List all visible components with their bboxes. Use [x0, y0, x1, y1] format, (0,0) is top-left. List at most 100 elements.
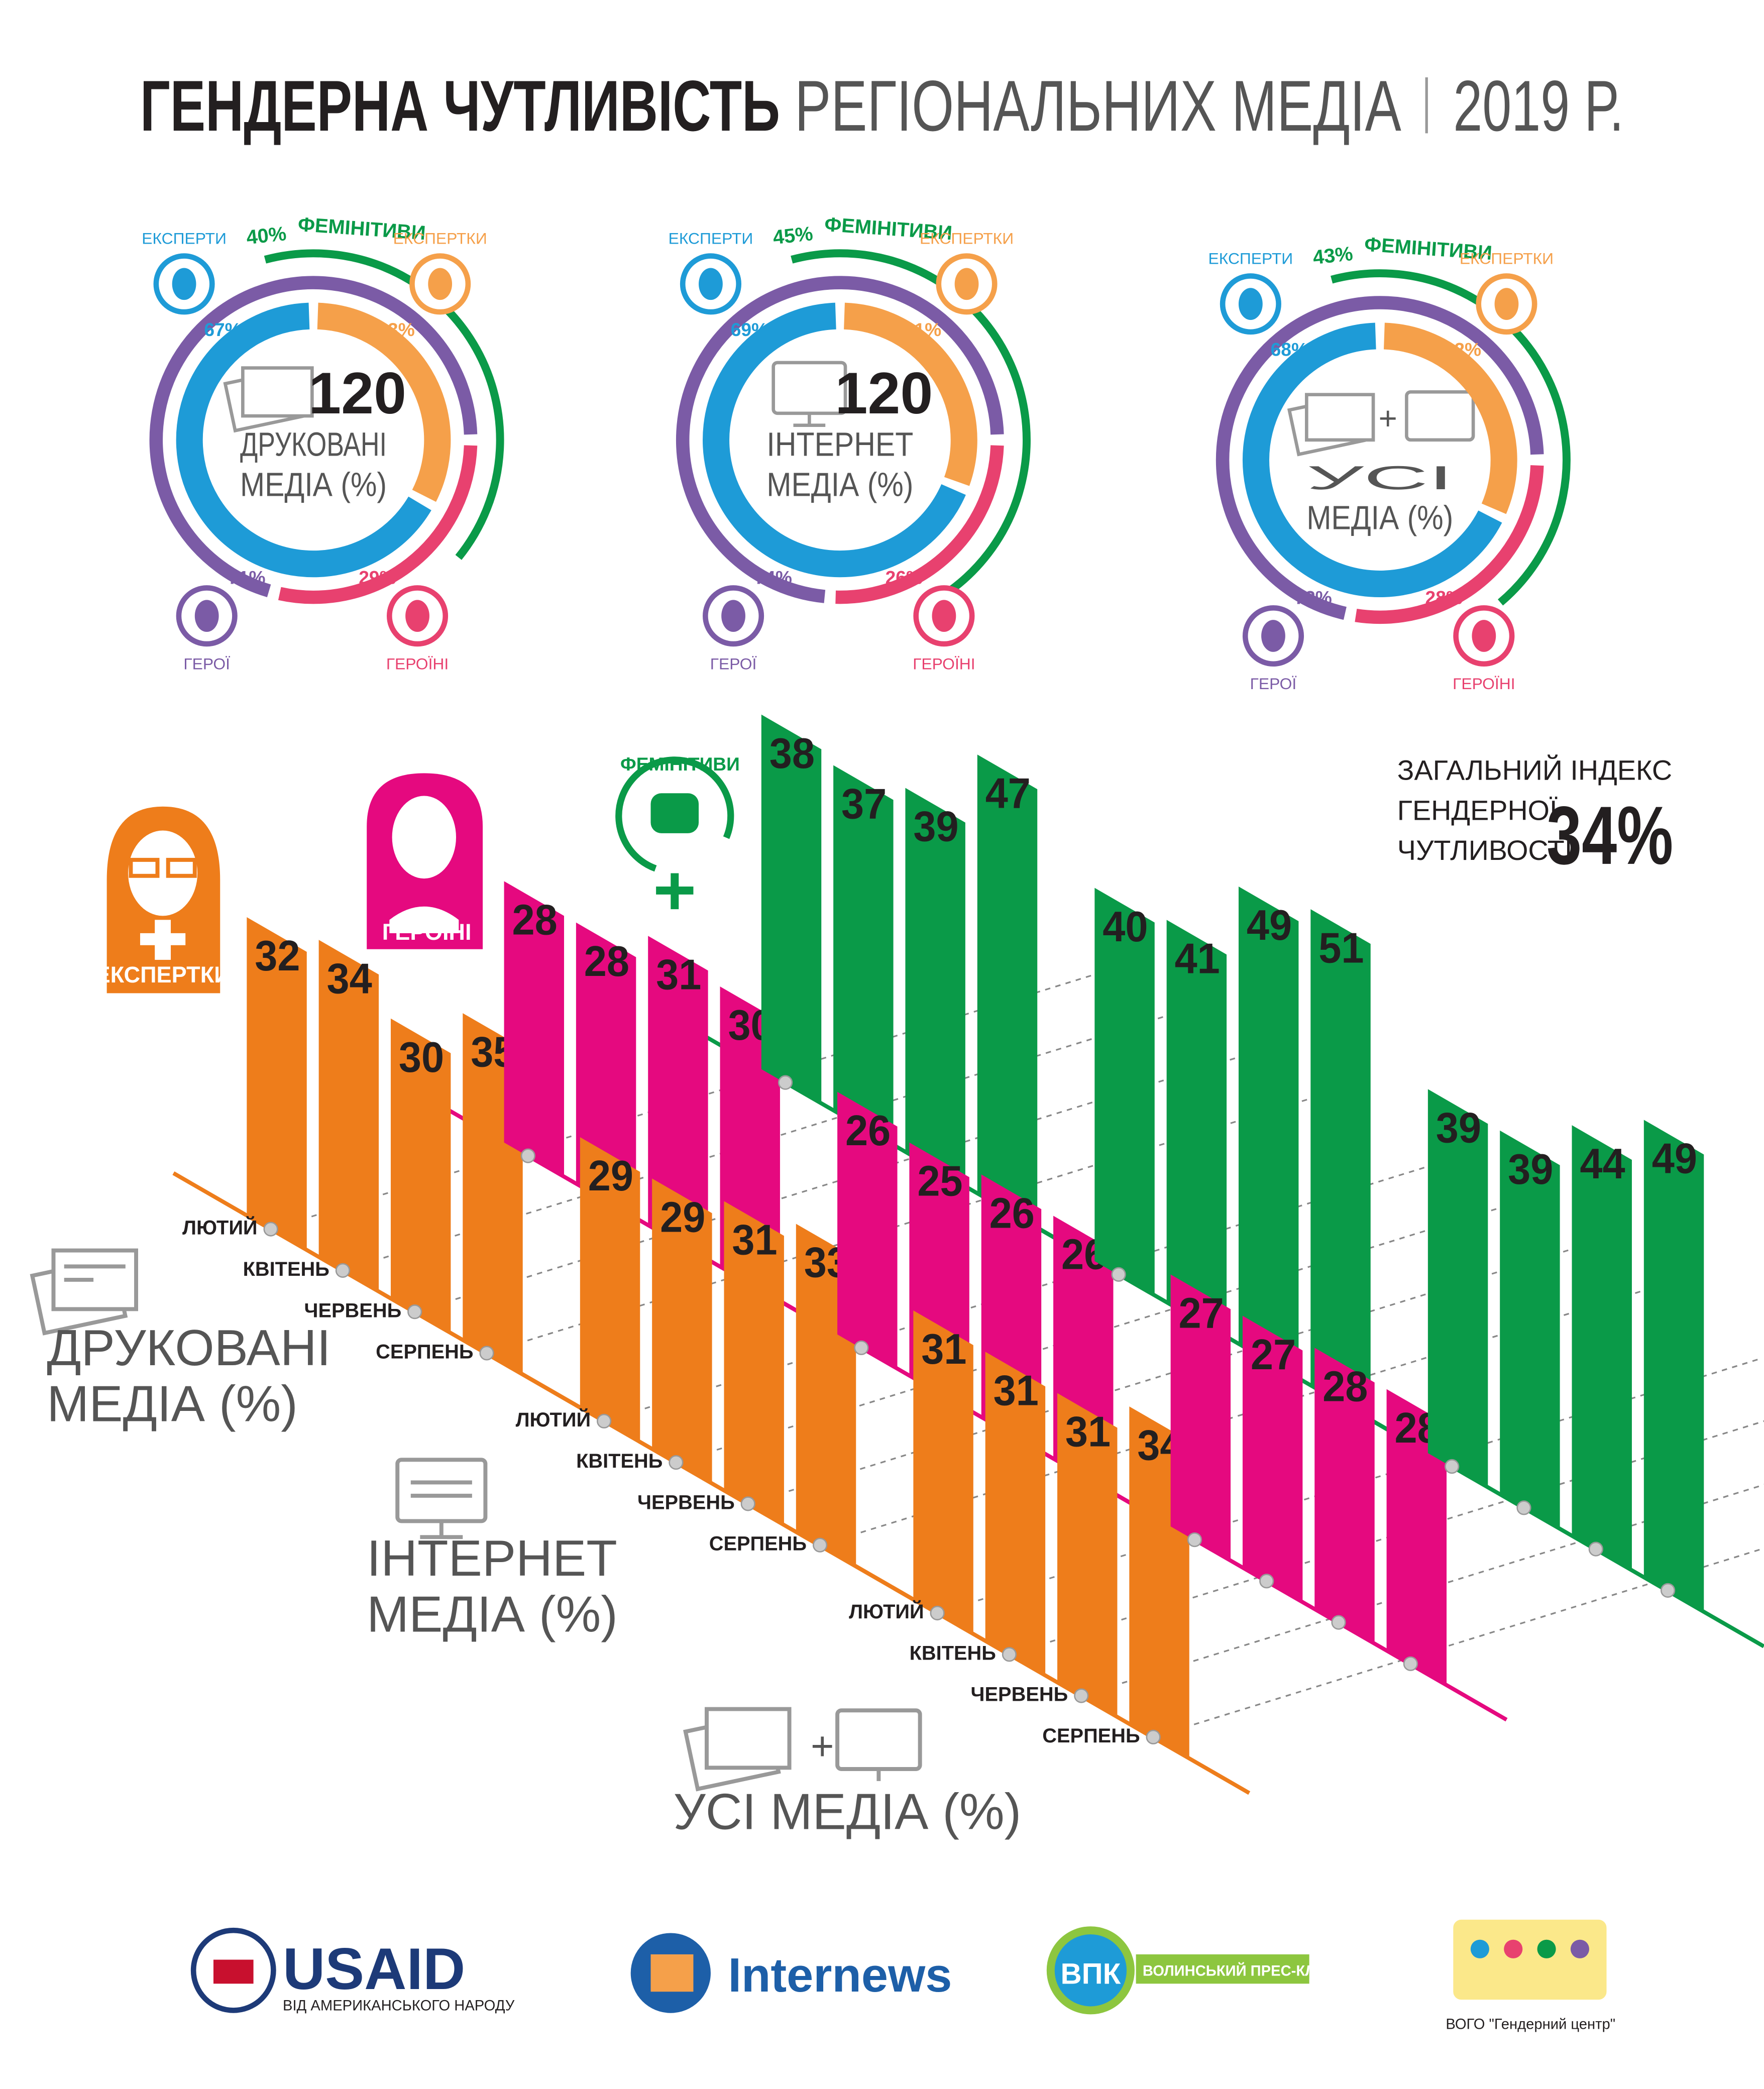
- bar: [390, 1018, 451, 1334]
- bar: [318, 940, 379, 1292]
- base-dot: [812, 1537, 828, 1553]
- bar-value-label: 26: [845, 1107, 891, 1154]
- person-head: [1472, 620, 1496, 652]
- donut-value-label: 72%: [1294, 587, 1332, 608]
- person-label: ГЕРОЇ: [710, 654, 757, 673]
- gender-center-figure: [1470, 1939, 1489, 1958]
- bar: [247, 917, 307, 1251]
- base-dot: [1445, 1459, 1460, 1474]
- bar: [833, 765, 894, 1145]
- bar-value-label: 27: [1251, 1331, 1296, 1378]
- bar: [1310, 909, 1371, 1420]
- guide-line: [1081, 1484, 1764, 1697]
- base-dot: [520, 1148, 535, 1163]
- bar: [1643, 1120, 1704, 1612]
- month-label: КВІТЕНЬ: [910, 1642, 996, 1664]
- bar-value-label: 28: [1322, 1362, 1368, 1410]
- svg-text:+: +: [811, 1723, 834, 1768]
- bar-value-label: 31: [656, 950, 701, 998]
- donut-icons: +: [223, 361, 1475, 457]
- bar: [905, 788, 965, 1187]
- feminitive-arc: [1331, 269, 1571, 606]
- base-dot: [1588, 1542, 1603, 1557]
- donut-value-label: 71%: [228, 567, 265, 588]
- donut-arc: [1383, 322, 1517, 514]
- bar-value-label: 31: [732, 1216, 777, 1264]
- month-label: ЧЕРВЕНЬ: [637, 1491, 735, 1513]
- bar-value-label: 31: [994, 1366, 1039, 1414]
- bar: [761, 714, 822, 1104]
- feminitive-value: 40%: [245, 223, 287, 249]
- donut-arc: [676, 276, 1004, 603]
- legend-label: ФЕМІНІТИВИ: [620, 753, 740, 775]
- base-dot: [1074, 1688, 1089, 1703]
- internews-logo: Internews: [728, 1949, 952, 2002]
- donut-value-label: 74%: [755, 567, 792, 588]
- index-label: ЗАГАЛЬНИЙ ІНДЕКС: [1397, 754, 1672, 786]
- bar-value-label: 29: [588, 1152, 633, 1199]
- donut-count: 120: [308, 360, 406, 426]
- donut-label: ДРУКОВАНІ: [240, 426, 387, 464]
- feminitive-arc: [264, 249, 504, 560]
- index-value: 34%: [1547, 789, 1673, 882]
- bar-value-label: 37: [841, 780, 887, 828]
- vpk-logo: ВПК: [1060, 1957, 1121, 1990]
- feminitive-arc: [791, 249, 1031, 600]
- donut-arc: [278, 445, 478, 604]
- donut-label: МЕДІА (%): [240, 466, 387, 503]
- person-label: ЕКСПЕРТИ: [142, 230, 227, 248]
- svg-text:+: +: [1379, 401, 1397, 436]
- person-head: [932, 600, 956, 632]
- person-label: ЕКСПЕРТИ: [669, 230, 753, 248]
- bar: [1166, 920, 1227, 1338]
- base-dot: [740, 1496, 755, 1511]
- expertki-icon: [106, 806, 220, 994]
- group-label: УСІ МЕДІА (%): [674, 1784, 1022, 1840]
- month-label: СЕРПЕНЬ: [709, 1533, 807, 1555]
- index-label: ЧУТЛИВОСТІ: [1397, 835, 1573, 866]
- base-dot: [1259, 1574, 1274, 1589]
- gender-center-name: ВОГО "Гендерний центр": [1446, 2017, 1615, 2033]
- month-label: СЕРПЕНЬ: [376, 1341, 473, 1363]
- feminitives-icon: [615, 756, 734, 910]
- bar: [1094, 888, 1155, 1296]
- person-label: ЕКСПЕРТКИ: [920, 230, 1014, 248]
- bar-value-label: 34: [327, 954, 372, 1002]
- usaid-logo: USAID: [283, 1936, 465, 2002]
- person-head: [194, 600, 219, 632]
- bar-value-label: 30: [399, 1033, 444, 1081]
- bar: [1314, 1348, 1375, 1644]
- bar-value-label: 32: [255, 932, 300, 979]
- donut-count: 120: [835, 360, 933, 426]
- donut-label: ІНТЕРНЕТ: [766, 426, 913, 464]
- internews-mark-part: [650, 1954, 694, 1992]
- usaid-seal-stripes: [213, 1959, 254, 1984]
- bar-value-label: 28: [584, 937, 629, 985]
- title-bold: ГЕНДЕРНА ЧУТЛИВІСТЬ: [140, 66, 780, 146]
- donut-value-label: 32%: [1444, 339, 1481, 360]
- vpk-mark: [1046, 1926, 1135, 2015]
- donut-arc: [176, 302, 431, 578]
- month-label: КВІТЕНЬ: [243, 1258, 329, 1280]
- base-dot: [1111, 1267, 1126, 1282]
- person-label: ГЕРОЇНІ: [913, 654, 975, 673]
- donut-arc: [843, 302, 977, 486]
- person-label: ГЕРОЇ: [183, 654, 230, 673]
- bar-value-label: 38: [769, 729, 815, 777]
- month-label: ЧЕРВЕНЬ: [304, 1299, 402, 1322]
- base-dot: [1403, 1656, 1418, 1671]
- base-dot: [1661, 1583, 1676, 1598]
- heroini-icon: [367, 773, 483, 949]
- person-label: ГЕРОЇНІ: [1453, 675, 1515, 693]
- bar: [1238, 886, 1299, 1379]
- bar-value-label: 40: [1102, 903, 1148, 950]
- person-head: [954, 268, 979, 300]
- person-head: [1238, 288, 1263, 320]
- person-head: [428, 268, 453, 300]
- base-dot: [778, 1075, 793, 1090]
- bar-value-label: 49: [1247, 901, 1292, 949]
- base-dot: [479, 1346, 494, 1361]
- bar: [1242, 1315, 1303, 1603]
- title-light: РЕГІОНАЛЬНИХ МЕДІА: [795, 66, 1401, 146]
